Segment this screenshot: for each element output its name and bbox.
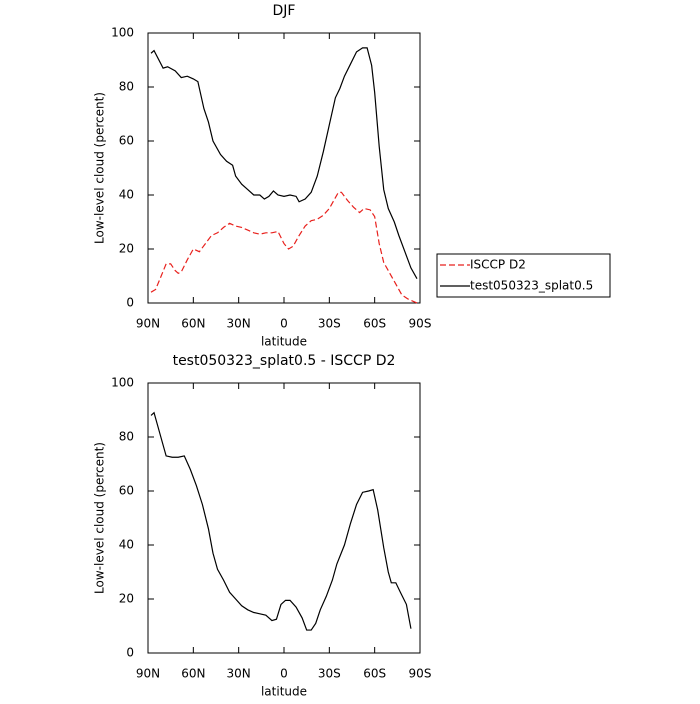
- x-tick-label: 0: [280, 317, 288, 331]
- data-line: [150, 47, 418, 279]
- data-line: [150, 191, 418, 304]
- y-tick-label: 100: [111, 376, 134, 390]
- y-tick-label: 60: [119, 484, 134, 498]
- x-tick-label: 0: [280, 667, 288, 681]
- x-tick-label: 30N: [227, 317, 251, 331]
- x-tick-label: 90S: [409, 317, 432, 331]
- x-tick-label: 90S: [409, 667, 432, 681]
- legend-box: [436, 253, 611, 298]
- chart-title: test050323_splat0.5 - ISCCP D2: [173, 353, 396, 369]
- y-tick-label: 0: [126, 646, 134, 660]
- y-axis-label: Low-level cloud (percent): [93, 442, 107, 594]
- y-tick-label: 40: [119, 188, 134, 202]
- x-tick-label: 30N: [227, 667, 251, 681]
- y-tick-label: 20: [119, 592, 134, 606]
- x-tick-label: 90N: [136, 317, 160, 331]
- y-tick-label: 80: [119, 430, 134, 444]
- y-tick-label: 40: [119, 538, 134, 552]
- x-tick-label: 90N: [136, 667, 160, 681]
- legend-label: test050323_splat0.5: [470, 279, 593, 293]
- y-tick-label: 0: [126, 296, 134, 310]
- x-tick-label: 30S: [318, 667, 341, 681]
- legend-label: ISCCP D2: [470, 258, 526, 272]
- y-tick-label: 60: [119, 134, 134, 148]
- plot-frame: [147, 32, 421, 304]
- y-tick-label: 80: [119, 80, 134, 94]
- x-tick-label: 60S: [363, 317, 386, 331]
- x-tick-label: 30S: [318, 317, 341, 331]
- x-axis-label: latitude: [261, 335, 307, 349]
- data-line: [150, 411, 412, 631]
- y-tick-label: 20: [119, 242, 134, 256]
- y-tick-label: 100: [111, 26, 134, 40]
- x-axis-label: latitude: [261, 685, 307, 699]
- x-tick-label: 60S: [363, 667, 386, 681]
- x-tick-label: 60N: [181, 317, 205, 331]
- y-axis-label: Low-level cloud (percent): [93, 92, 107, 244]
- x-tick-label: 60N: [181, 667, 205, 681]
- chart-title: DJF: [273, 3, 296, 19]
